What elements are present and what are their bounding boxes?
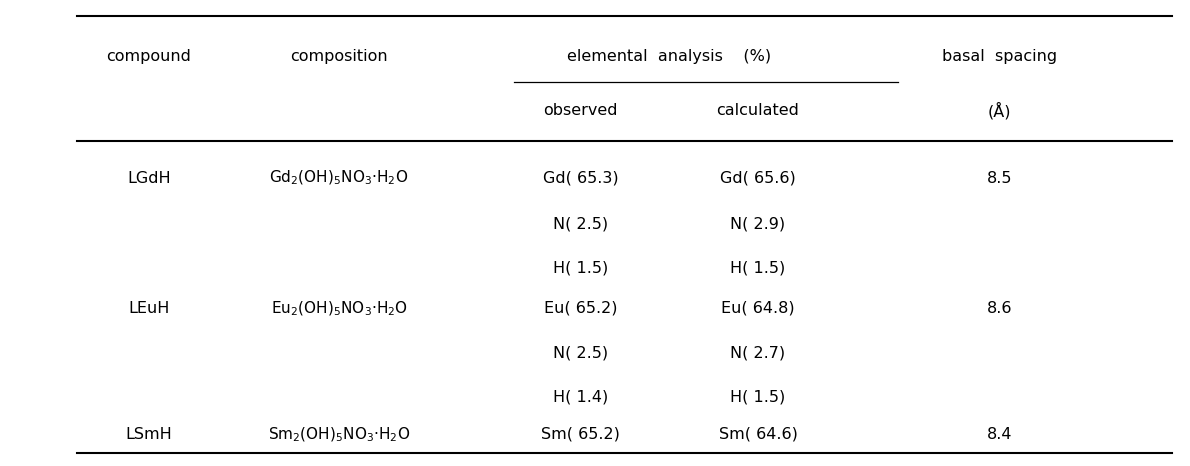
Text: calculated: calculated <box>716 103 800 118</box>
Text: Sm( 64.6): Sm( 64.6) <box>719 427 797 442</box>
Text: elemental  analysis    (%): elemental analysis (%) <box>568 49 771 64</box>
Text: Eu( 65.2): Eu( 65.2) <box>544 301 618 316</box>
Text: Eu( 64.8): Eu( 64.8) <box>721 301 795 316</box>
Text: observed: observed <box>544 103 618 118</box>
Text: H( 1.5): H( 1.5) <box>731 261 785 276</box>
Text: LGdH: LGdH <box>127 171 170 185</box>
Text: H( 1.5): H( 1.5) <box>731 390 785 404</box>
Text: compound: compound <box>106 49 192 64</box>
Text: 8.5: 8.5 <box>987 171 1013 185</box>
Text: N( 2.7): N( 2.7) <box>731 346 785 361</box>
Text: basal  spacing: basal spacing <box>942 49 1057 64</box>
Text: H( 1.4): H( 1.4) <box>553 390 608 404</box>
Text: N( 2.5): N( 2.5) <box>553 216 608 231</box>
Text: 8.4: 8.4 <box>987 427 1013 442</box>
Text: composition: composition <box>290 49 388 64</box>
Text: Gd( 65.6): Gd( 65.6) <box>720 171 796 185</box>
Text: 8.6: 8.6 <box>987 301 1013 316</box>
Text: H( 1.5): H( 1.5) <box>553 261 608 276</box>
Text: Eu$_2$(OH)$_5$NO$_3$·H$_2$O: Eu$_2$(OH)$_5$NO$_3$·H$_2$O <box>270 299 408 318</box>
Text: N( 2.9): N( 2.9) <box>731 216 785 231</box>
Text: LSmH: LSmH <box>125 427 173 442</box>
Text: Sm( 65.2): Sm( 65.2) <box>541 427 620 442</box>
Text: Sm$_2$(OH)$_5$NO$_3$·H$_2$O: Sm$_2$(OH)$_5$NO$_3$·H$_2$O <box>268 425 411 444</box>
Text: Gd$_2$(OH)$_5$NO$_3$·H$_2$O: Gd$_2$(OH)$_5$NO$_3$·H$_2$O <box>269 169 409 187</box>
Text: LEuH: LEuH <box>129 301 169 316</box>
Text: (Å): (Å) <box>988 102 1012 120</box>
Text: N( 2.5): N( 2.5) <box>553 346 608 361</box>
Text: Gd( 65.3): Gd( 65.3) <box>543 171 619 185</box>
